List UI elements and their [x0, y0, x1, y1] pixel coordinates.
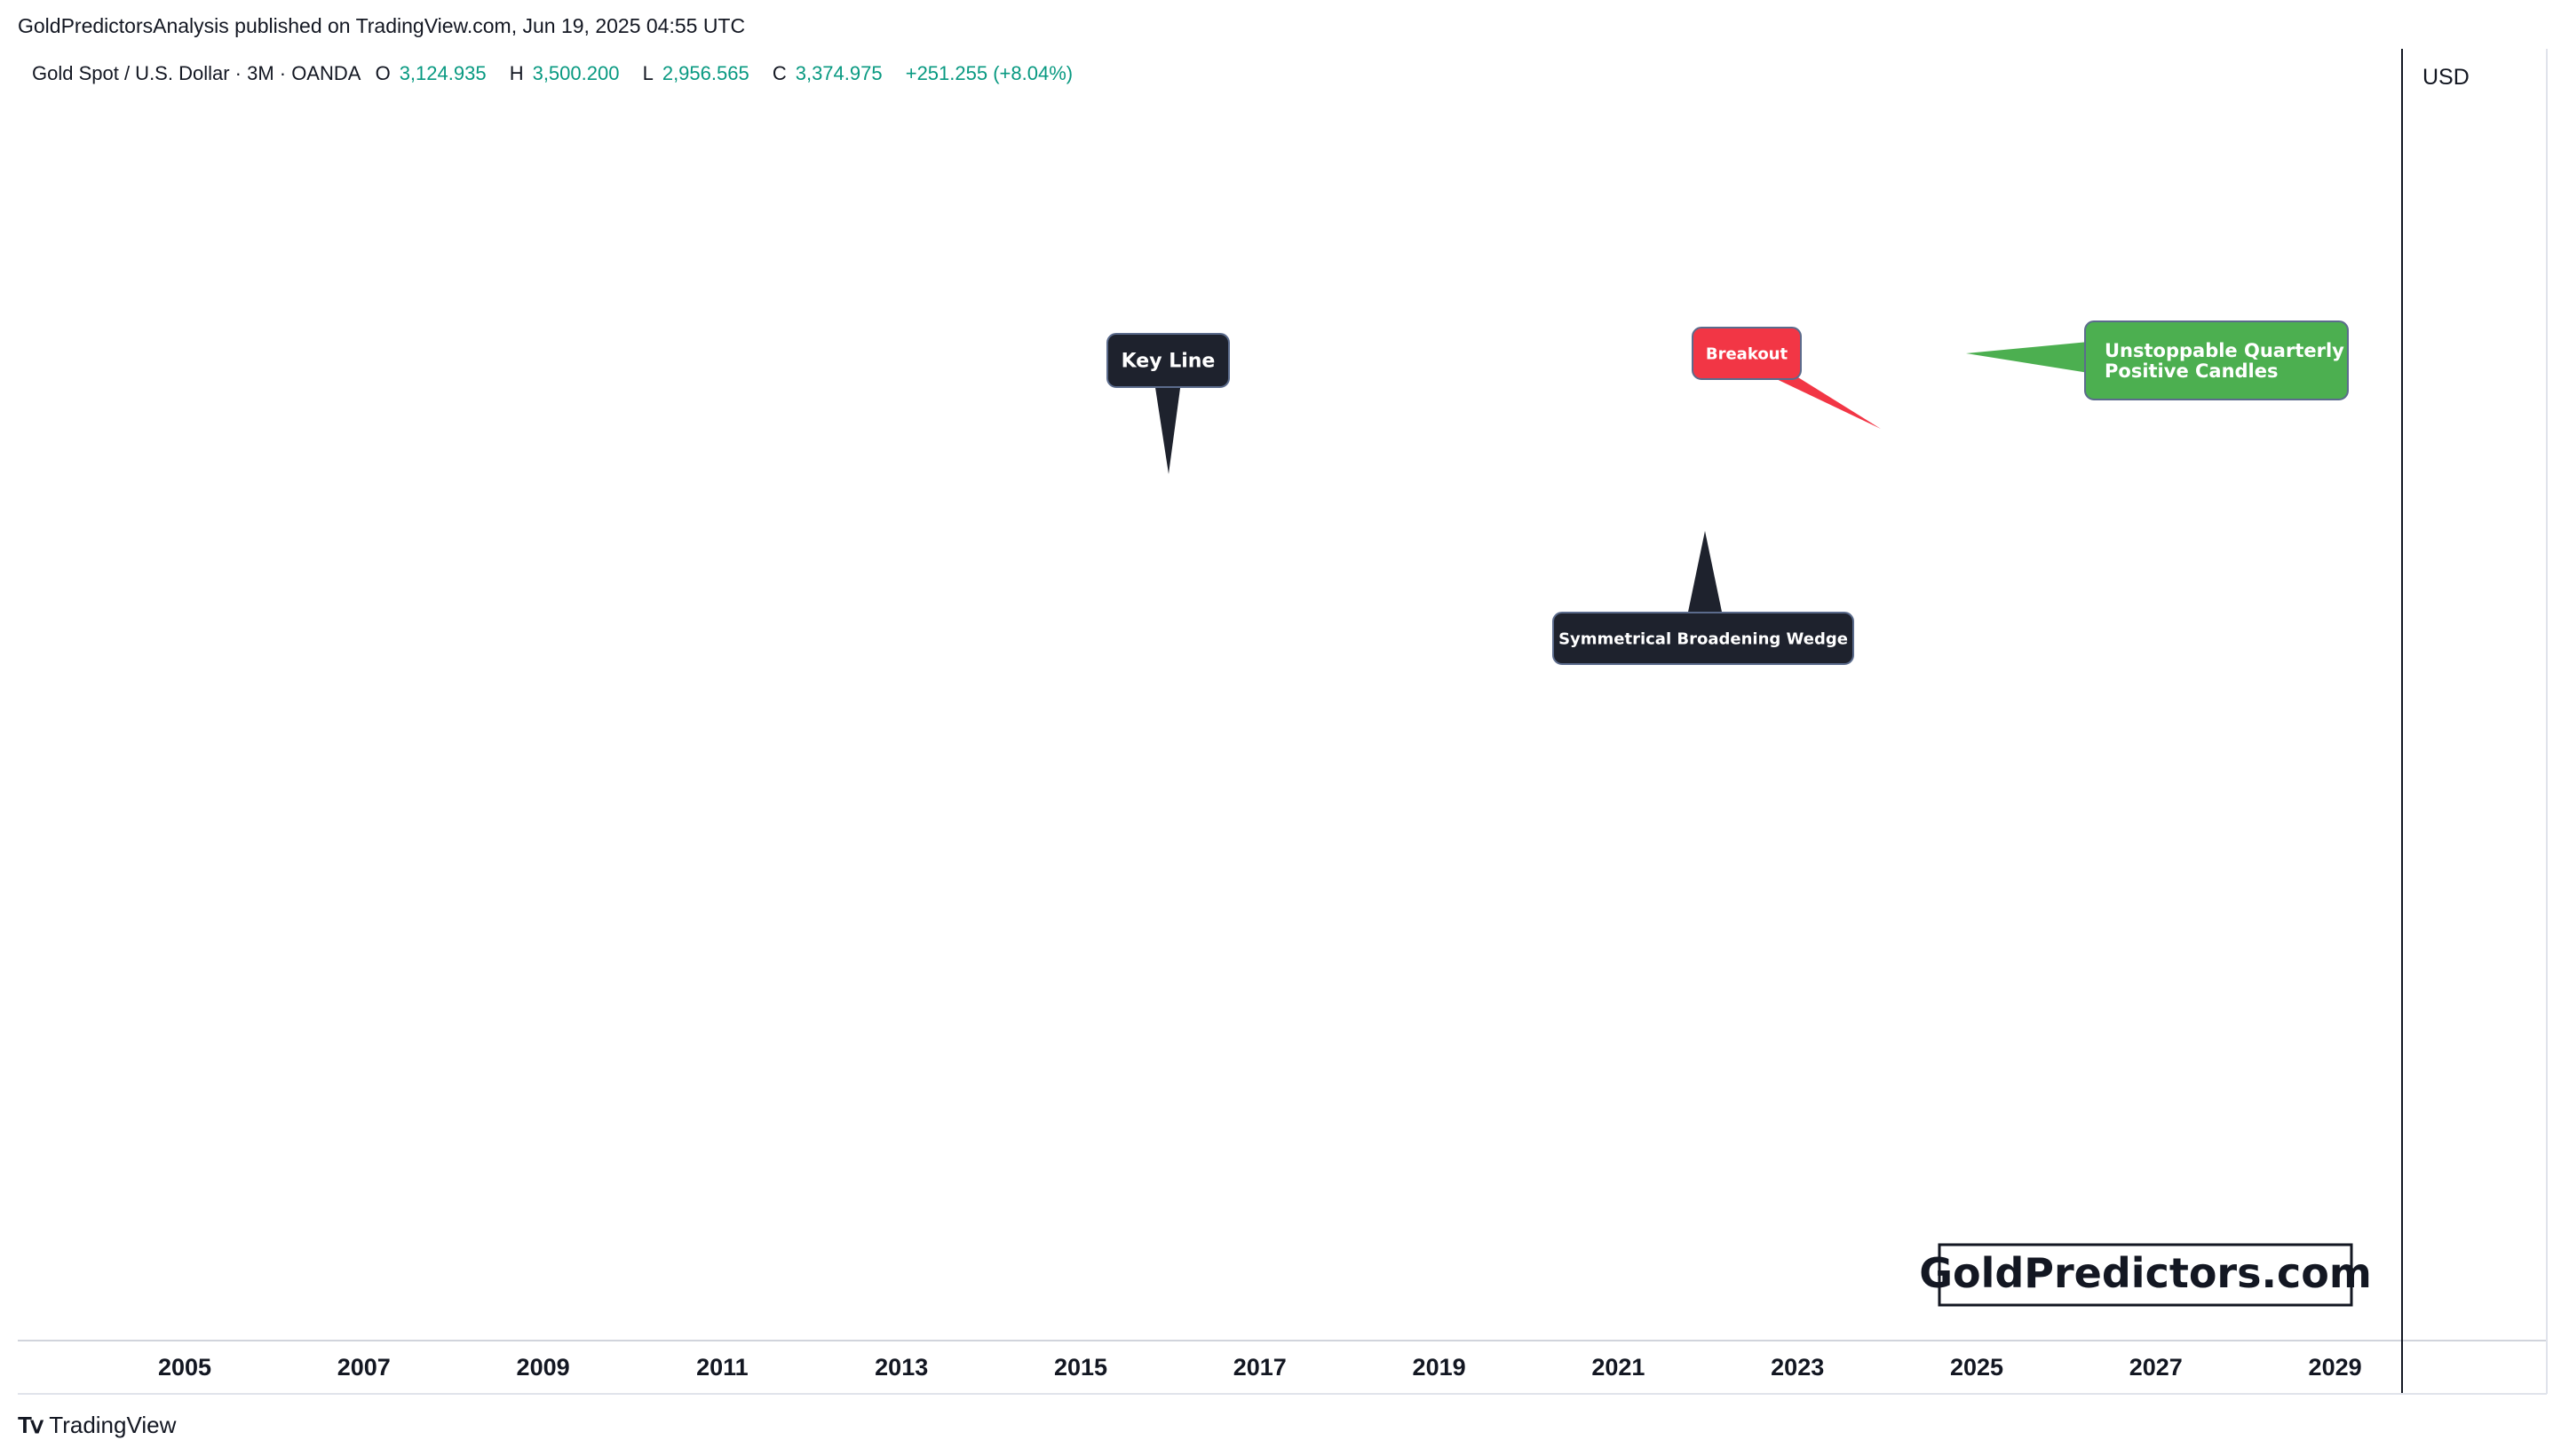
tradingview-icon: T𝗏: [18, 1412, 44, 1438]
key-line-callout-text: Key Line: [1122, 351, 1216, 373]
symbol-label[interactable]: Gold Spot / U.S. Dollar · 3M · OANDA: [32, 62, 361, 84]
year-tick-label: 2019: [1413, 1354, 1466, 1381]
year-tick-label: 2029: [2309, 1354, 2362, 1381]
breakout-callout: Breakout: [1692, 327, 1881, 429]
breakout-callout-text: Breakout: [1706, 344, 1788, 363]
year-tick-label: 2025: [1950, 1354, 2003, 1381]
year-tick-label: 2009: [517, 1354, 570, 1381]
tradingview-logo[interactable]: T𝗏 TradingView: [18, 1412, 176, 1439]
key-line-callout-pointer: [1154, 382, 1181, 474]
year-tick-label: 2015: [1054, 1354, 1107, 1381]
year-tick-label: 2013: [875, 1354, 928, 1381]
watermark-group: GoldPredictors.com: [1919, 1243, 2372, 1307]
quarterly-callout-text: Unstoppable Quarterly: [2105, 340, 2344, 361]
watermark-box: [1938, 1243, 2353, 1307]
chart-frame: [18, 49, 2548, 1395]
close-value: C 3,374.975: [772, 62, 883, 84]
annotations: Key Line Breakout Unstoppable QuarterlyPos…: [1106, 320, 2349, 665]
year-tick-label: 2011: [696, 1354, 749, 1381]
year-tick-label: 2017: [1233, 1354, 1287, 1381]
time-axis: 2005 2007 2009 2011 2013 2015 2017 2019 2021 2023…: [158, 1354, 2362, 1381]
breakout-callout-box: [1692, 327, 1802, 380]
open-value: O 3,124.935: [375, 62, 487, 84]
key-line-callout-box: [1106, 333, 1230, 388]
tradingview-brand: TradingView: [49, 1412, 177, 1438]
quarterly-callout-pointer: [1966, 342, 2089, 373]
wedge-callout-pointer: [1687, 531, 1723, 616]
published-line: GoldPredictorsAnalysis published on Trad…: [18, 14, 746, 37]
price-axis: USD4,000.0002,800.0002,400.0002,000.0001…: [2422, 65, 2470, 90]
breakout-callout-pointer: [1767, 375, 1881, 429]
watermark-text: GoldPredictors.com: [1919, 1249, 2372, 1297]
ohlc-legend: Gold Spot / U.S. Dollar · 3M · OANDA O 3,…: [32, 62, 1082, 85]
year-tick-label: 2021: [1591, 1354, 1645, 1381]
year-tick-label: 2007: [337, 1354, 391, 1381]
year-tick-label: 2005: [158, 1354, 211, 1381]
year-tick-label: 2027: [2129, 1354, 2183, 1381]
quarterly-callout-box: [2084, 320, 2349, 400]
wedge-callout-box: [1552, 612, 1854, 665]
change-value: +251.255 (+8.04%): [905, 62, 1074, 84]
high-value: H 3,500.200: [509, 62, 620, 84]
wedge-callout-text: Symmetrical Broadening Wedge: [1558, 629, 1848, 648]
low-value: L 2,956.565: [642, 62, 749, 84]
key-line-callout: Key Line: [1106, 333, 1230, 474]
currency-label: USD: [2422, 65, 2470, 90]
wedge-callout: Symmetrical Broadening Wedge: [1552, 531, 1854, 665]
quarterly-callout-text: Positive Candles: [2105, 360, 2279, 382]
year-tick-label: 2023: [1771, 1354, 1824, 1381]
